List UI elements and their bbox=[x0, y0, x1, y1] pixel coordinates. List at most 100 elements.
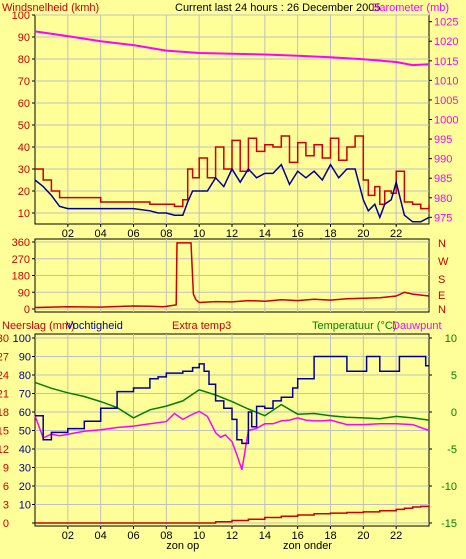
barometer-y-tick-label: 980 bbox=[434, 193, 452, 205]
temperature-line bbox=[34, 381, 430, 421]
rain-y-tick-label: 0 bbox=[3, 518, 9, 530]
wind-y-tick-label: 50 bbox=[18, 120, 30, 132]
wind-x-tick-label: 02 bbox=[62, 228, 74, 240]
wind-x-tick-label: 20 bbox=[357, 228, 369, 240]
humidity-y-tick-label: 80 bbox=[19, 370, 31, 382]
barometer-y-ticks: 975 980 985 990 995 1000 1005 1010 1015 1020 1025 bbox=[429, 17, 458, 224]
humidity-y-tick-label: 40 bbox=[19, 444, 31, 456]
wind-x-tick-label: 06 bbox=[127, 228, 139, 240]
temperature-y-tick-label: 10 bbox=[445, 333, 457, 345]
temperature-x-tick-label: 18 bbox=[324, 530, 336, 542]
humidity-line bbox=[35, 355, 429, 445]
wind-y-ticks: 10 20 30 40 50 60 70 80 90 100 bbox=[12, 10, 35, 220]
humidity-y-tick-label: 10 bbox=[19, 500, 31, 512]
temperature-x-tick-label: 04 bbox=[95, 530, 107, 542]
barometer-y-tick-label: 1025 bbox=[434, 17, 458, 29]
wind-x-tick-label: 12 bbox=[226, 228, 238, 240]
temperature-x-tick-label: 08 bbox=[160, 530, 172, 542]
humidity-y-tick-label: 90 bbox=[19, 352, 31, 364]
rain-y-tick-label: 9 bbox=[3, 463, 9, 475]
temperature-y-tick-label: -15 bbox=[441, 518, 457, 530]
wind-x-tick-label: 08 bbox=[160, 228, 172, 240]
barometer-axis-label: Barometer (mb) bbox=[372, 2, 449, 14]
barometer-line bbox=[34, 30, 430, 67]
wind-y-tick-label: 90 bbox=[18, 32, 30, 44]
compass-label: E bbox=[438, 290, 445, 302]
barometer-y-tick-label: 1005 bbox=[434, 95, 458, 107]
rain-y-tick-label: 6 bbox=[3, 481, 9, 493]
barometer-y-tick-label: 1015 bbox=[434, 56, 458, 68]
barometer-y-tick-label: 1020 bbox=[434, 36, 458, 48]
dewpoint-line bbox=[34, 410, 430, 470]
wind-x-tick-label: 10 bbox=[193, 228, 205, 240]
temperature-sun-annotation: zon op bbox=[166, 540, 199, 552]
temperature-x-tick-label: 20 bbox=[357, 530, 369, 542]
barometer-y-tick-label: 1000 bbox=[434, 115, 458, 127]
temperature-x-tick-label: 16 bbox=[292, 530, 304, 542]
wind-x-tick-label: 18 bbox=[324, 228, 336, 240]
wind-y-tick-label: 80 bbox=[18, 54, 30, 66]
barometer-y-tick-label: 995 bbox=[434, 134, 452, 146]
temperature-x-tick-label: 02 bbox=[62, 530, 74, 542]
temperature-sun-annotation: zon onder bbox=[283, 540, 332, 552]
wind-x-tick-label: 16 bbox=[292, 228, 304, 240]
humidity-y-tick-label: 60 bbox=[19, 407, 31, 419]
rain-y-ticks: 0 3 6 9 12 15 18 21 24 27 30 bbox=[0, 333, 35, 530]
rain-y-tick-label: 30 bbox=[0, 333, 9, 345]
temperature-y-tick-label: -10 bbox=[441, 481, 457, 493]
barometer-y-tick-label: 1010 bbox=[434, 75, 458, 87]
temperature-y-tick-label: -5 bbox=[447, 444, 457, 456]
temperature-y-ticks: -15 -10 -5 0 5 10 bbox=[429, 333, 457, 530]
rain-y-tick-label: 12 bbox=[0, 444, 9, 456]
rain-axis-label: Neerslag (mm) bbox=[2, 320, 75, 332]
compass-label: N bbox=[438, 238, 446, 250]
direction-y-tick-label: 90 bbox=[18, 287, 30, 299]
rain-y-tick-label: 27 bbox=[0, 352, 9, 364]
temperature-panel: 036912151821242730 102030405060708090100… bbox=[0, 333, 457, 552]
temperature-x-tick-label: 06 bbox=[127, 530, 139, 542]
barometer-y-tick-label: 985 bbox=[434, 173, 452, 185]
humidity-y-tick-label: 20 bbox=[19, 481, 31, 493]
temperature-x-tick-label: 22 bbox=[390, 530, 402, 542]
wind-axis-label: Windsnelheid (kmh) bbox=[2, 2, 99, 14]
humidity-y-tick-label: 50 bbox=[19, 426, 31, 438]
temperature-y-tick-label: 5 bbox=[451, 370, 457, 382]
temperature-x-tick-label: 14 bbox=[259, 530, 271, 542]
extra-temp-label: Extra temp3 bbox=[172, 320, 231, 332]
wind-y-tick-label: 60 bbox=[18, 98, 30, 110]
wind-direction-line bbox=[34, 242, 430, 309]
direction-series bbox=[34, 242, 430, 309]
humidity-y-tick-label: 30 bbox=[19, 463, 31, 475]
rain-y-tick-label: 3 bbox=[3, 500, 9, 512]
compass-label: S bbox=[438, 274, 445, 286]
wind-average-line bbox=[34, 163, 430, 223]
wind-y-tick-label: 40 bbox=[18, 142, 30, 154]
rain-y-tick-label: 18 bbox=[0, 407, 9, 419]
chart-title: Current last 24 hours : 26 December 2005 bbox=[175, 2, 380, 14]
compass-label: N bbox=[438, 304, 446, 316]
direction-y-tick-label: 270 bbox=[12, 254, 30, 266]
direction-y-tick-label: 360 bbox=[12, 237, 30, 249]
wind-x-tick-label: 04 bbox=[95, 228, 107, 240]
wind-x-tick-label: 14 bbox=[259, 228, 271, 240]
wind-series bbox=[34, 30, 430, 223]
rain-y-tick-label: 24 bbox=[0, 370, 9, 382]
humidity-y-ticks: 10 20 30 40 50 60 70 80 90 100 bbox=[13, 333, 31, 512]
barometer-y-tick-label: 990 bbox=[434, 154, 452, 166]
temperature-x-ticks: 02 04 06 08 10 12 14 16 18 20 22 zon op zon onder bbox=[62, 526, 402, 552]
temperature-x-tick-label: 12 bbox=[226, 530, 238, 542]
rain-y-tick-label: 21 bbox=[0, 389, 9, 401]
compass-label: W bbox=[438, 256, 449, 268]
wind-y-tick-label: 20 bbox=[18, 186, 30, 198]
direction-grid bbox=[35, 239, 429, 312]
humidity-y-tick-label: 70 bbox=[19, 389, 31, 401]
temperature-y-tick-label: 0 bbox=[451, 407, 457, 419]
direction-y-tick-label: 0 bbox=[24, 304, 30, 316]
humidity-axis-label: Vochtigheid bbox=[66, 320, 123, 332]
temperature-axis-label: Temperatuur (°C) bbox=[312, 320, 396, 332]
wind-gust-line bbox=[35, 135, 430, 210]
